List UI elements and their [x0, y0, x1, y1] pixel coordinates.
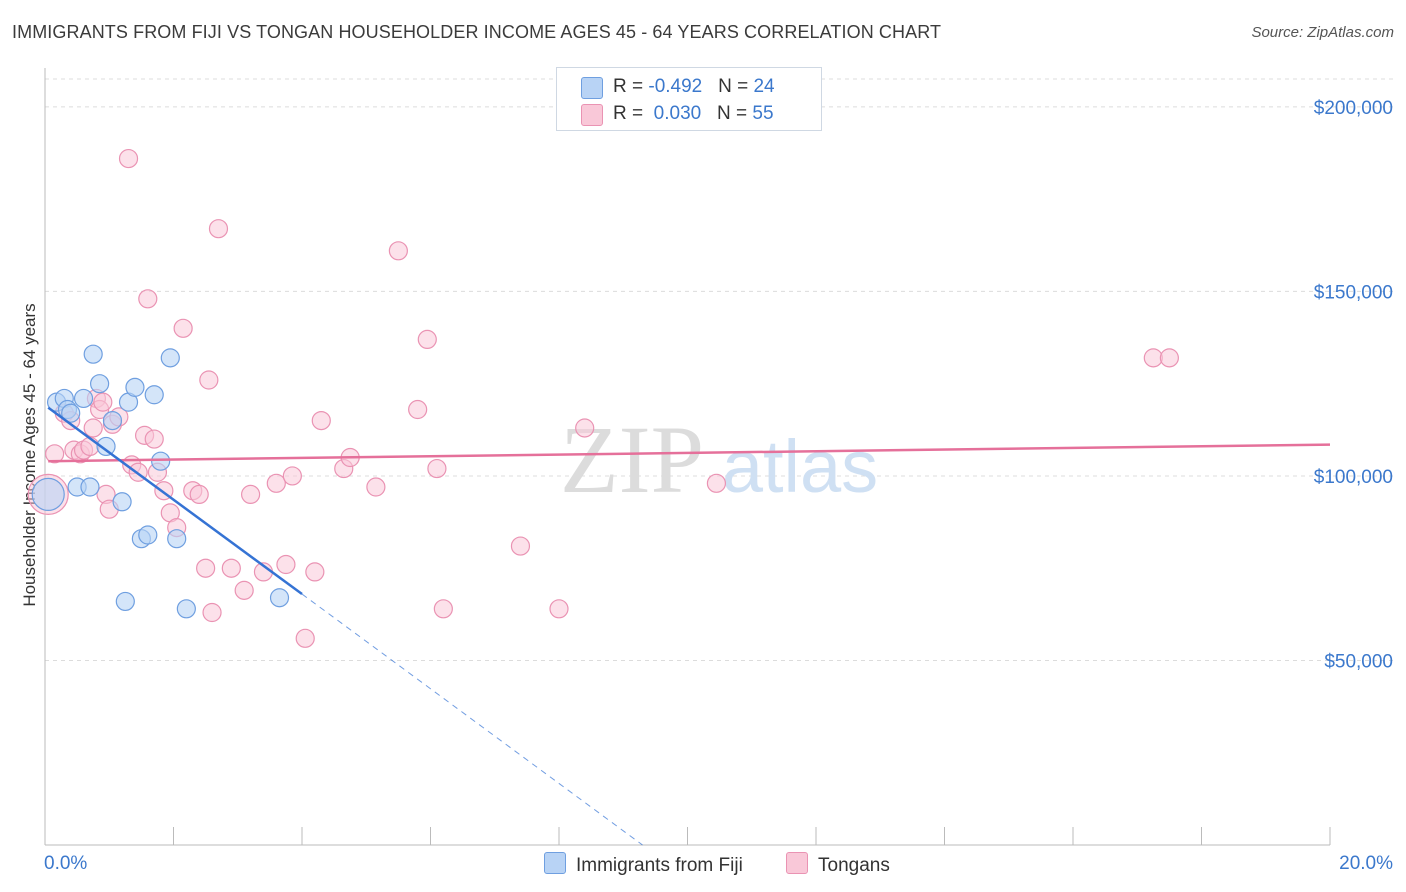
- legend-n-label: N =: [718, 76, 754, 97]
- fiji-point: [61, 403, 81, 423]
- tongan-point: [93, 392, 113, 412]
- fiji-point: [138, 525, 158, 545]
- fiji-point: [31, 477, 65, 512]
- fiji-trend-extension: [301, 593, 643, 846]
- x-tick-label-min: 0.0%: [44, 853, 87, 874]
- tongan-trend-line: [48, 443, 1331, 463]
- tongan-point: [144, 429, 164, 449]
- tongan-point: [234, 580, 254, 600]
- watermark: ZIP atlas: [560, 406, 878, 513]
- tongan-point: [575, 418, 595, 438]
- tick-labels: $50,000 $100,000 $150,000 $200,000 0.0% 20.0%: [44, 98, 1393, 874]
- fiji-point: [176, 599, 196, 619]
- tongan-point: [173, 318, 193, 338]
- tongan-point: [196, 558, 216, 578]
- tongan-point: [510, 536, 531, 556]
- tongan-point: [549, 599, 569, 619]
- tongan-point: [241, 484, 261, 505]
- tongan-points: [27, 148, 1179, 648]
- bottom-legend-tongans: Tongans: [786, 852, 890, 877]
- fiji-point: [151, 451, 171, 471]
- y-tick-label: $100,000: [1314, 467, 1393, 488]
- trend-lines: [47, 406, 1331, 846]
- fiji-point: [96, 436, 116, 457]
- x-tick-label-max: 20.0%: [1339, 853, 1393, 874]
- tongan-point: [266, 473, 286, 493]
- source-label: Source: ZipAtlas.com: [1251, 24, 1394, 41]
- fiji-point: [269, 588, 290, 608]
- fiji-point: [125, 377, 145, 397]
- legend-r-label: R =: [613, 76, 649, 97]
- fiji-point: [83, 344, 103, 364]
- tongan-point: [305, 562, 325, 582]
- fiji-point: [112, 492, 132, 512]
- tongan-point: [202, 602, 222, 623]
- tongan-point: [706, 473, 727, 493]
- tongan-point: [208, 219, 229, 239]
- bottom-legend-label-fiji: Immigrants from Fiji: [576, 855, 743, 876]
- fiji-point: [102, 410, 123, 431]
- bottom-legend-swatch-fiji: [544, 852, 566, 874]
- fiji-point: [144, 385, 164, 405]
- tongan-point: [118, 148, 139, 169]
- fiji-point: [90, 374, 110, 394]
- chart-title: IMMIGRANTS FROM FIJI VS TONGAN HOUSEHOLD…: [12, 22, 942, 42]
- axes: [44, 68, 1331, 846]
- tongan-point: [295, 628, 315, 648]
- legend-n-value-tongan: 55: [752, 103, 774, 124]
- fiji-point: [167, 529, 187, 549]
- legend-swatch-fiji: [581, 77, 603, 99]
- tongan-point: [80, 436, 100, 457]
- legend-r-label: R =: [613, 103, 649, 124]
- tongan-point: [138, 289, 158, 309]
- tongan-point: [433, 599, 453, 619]
- tongan-point: [311, 410, 331, 431]
- fiji-point: [73, 388, 94, 409]
- tongan-point: [1143, 348, 1163, 368]
- legend-r-value-fiji: -0.492: [648, 76, 703, 97]
- tongan-point: [1159, 348, 1179, 368]
- gridlines: [45, 78, 1395, 661]
- legend-n-label: N =: [717, 103, 753, 124]
- tongan-point: [45, 444, 65, 464]
- bottom-legend-label-tongans: Tongans: [818, 855, 890, 876]
- tongan-point: [276, 554, 296, 575]
- watermark-atlas: atlas: [722, 425, 878, 508]
- tongan-point: [427, 458, 447, 479]
- bottom-legend-swatch-tongans: [786, 852, 808, 874]
- fiji-trend-line: [47, 406, 303, 596]
- bottom-legend-fiji: Immigrants from Fiji: [544, 852, 743, 877]
- legend-n-value-fiji: 24: [753, 76, 775, 97]
- fiji-point: [115, 591, 135, 612]
- tongan-point: [199, 370, 219, 390]
- fiji-point: [80, 477, 100, 497]
- fiji-points: [31, 344, 290, 619]
- y-tick-label: $150,000: [1314, 282, 1393, 303]
- tongan-point: [417, 329, 437, 350]
- y-tick-label: $50,000: [1324, 651, 1393, 672]
- tongan-point: [189, 484, 209, 505]
- tongan-point: [388, 241, 408, 261]
- tongan-point: [221, 558, 241, 578]
- legend-swatch-tongan: [581, 104, 603, 126]
- tongan-point: [366, 477, 386, 497]
- y-tick-label: $200,000: [1314, 98, 1393, 119]
- tongan-point: [83, 418, 103, 438]
- legend: R = -0.492 N = 24 R = 0.030 N = 55: [556, 67, 822, 131]
- fiji-point: [160, 348, 180, 368]
- tongan-point: [408, 399, 428, 420]
- legend-r-value-tongan: 0.030: [648, 103, 702, 124]
- tongan-point: [282, 466, 302, 486]
